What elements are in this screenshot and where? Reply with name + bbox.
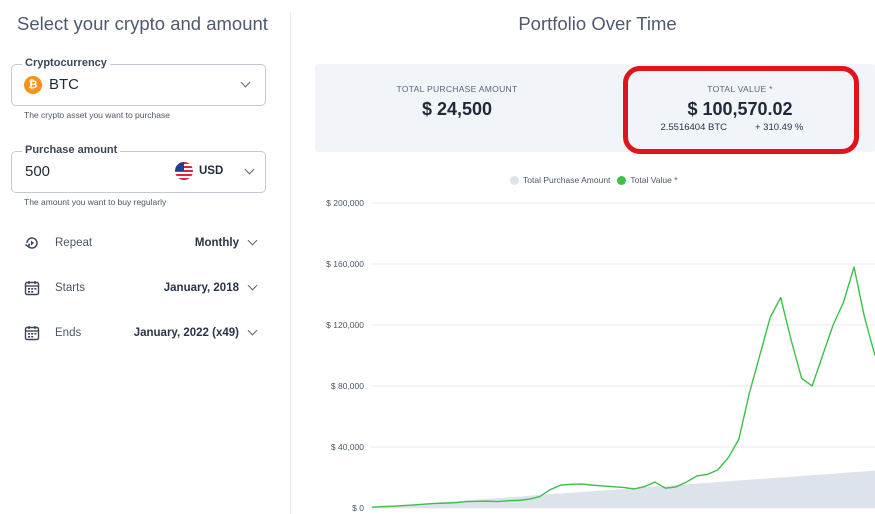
chevron-down-icon[interactable] [247, 280, 258, 291]
legend-label-value: Total Value * [630, 175, 678, 185]
cryptocurrency-value: BTC [49, 76, 79, 93]
starts-option[interactable]: Starts January, 2018 [23, 279, 259, 299]
chevron-down-icon[interactable] [247, 235, 258, 246]
y-tick-label: $ 80,000 [331, 381, 364, 391]
purchase-amount-field: Purchase amount 500 USD [11, 144, 266, 193]
panel-title: Select your crypto and amount [17, 13, 268, 34]
total-value-highlight [623, 66, 859, 154]
chevron-down-icon [240, 77, 251, 88]
purchase-settings-panel: Select your crypto and amount Cryptocurr… [0, 0, 290, 514]
series-area-total-purchase [372, 470, 875, 508]
cryptocurrency-label: Cryptocurrency [22, 57, 110, 69]
y-tick-label: $ 200,000 [326, 198, 364, 208]
ends-label: Ends [55, 327, 82, 339]
chevron-down-icon[interactable] [244, 164, 255, 175]
ends-option[interactable]: Ends January, 2022 (x49) [23, 324, 259, 344]
repeat-label: Repeat [55, 237, 93, 249]
calendar-icon [24, 326, 40, 341]
legend-label-purchase: Total Purchase Amount [523, 175, 611, 185]
bitcoin-icon: ₿ [24, 76, 42, 94]
repeat-icon [25, 237, 38, 249]
total-value-caption: TOTAL VALUE * [707, 84, 773, 94]
chevron-down-icon[interactable] [247, 325, 258, 336]
portfolio-summary: TOTAL PURCHASE AMOUNT $ 24,500 TOTAL VAL… [315, 64, 875, 152]
series-line-total-value [371, 266, 875, 508]
cryptocurrency-select[interactable]: Cryptocurrency ₿ BTC [11, 57, 266, 106]
us-flag-icon [175, 162, 193, 180]
purchase-amount-help: The amount you want to buy regularly [24, 197, 167, 207]
calendar-icon [24, 281, 40, 296]
chart-legend: Total Purchase Amount Total Value * [510, 174, 685, 186]
ends-value[interactable]: January, 2022 (x49) [133, 327, 239, 339]
y-tick-label: $ 0 [352, 503, 364, 513]
legend-item-purchase[interactable]: Total Purchase Amount [510, 175, 610, 185]
repeat-option[interactable]: Repeat Monthly [23, 234, 259, 254]
panel-divider [290, 12, 291, 514]
total-value-amount: $ 100,570.02 [687, 99, 793, 119]
y-tick-label: $ 120,000 [326, 320, 364, 330]
starts-value[interactable]: January, 2018 [163, 282, 239, 294]
chart-title: Portfolio Over Time [518, 13, 677, 34]
legend-dot-purchase [510, 175, 519, 185]
y-tick-label: $ 40,000 [331, 442, 364, 452]
legend-item-value[interactable]: Total Value * [617, 175, 678, 185]
portfolio-chart: $ 200,000 $ 160,000 $ 120,000 $ 80,000 $ 40,… [326, 198, 875, 513]
purchase-amount-label: Purchase amount [22, 144, 121, 156]
total-purchase-caption: TOTAL PURCHASE AMOUNT [396, 84, 518, 94]
cryptocurrency-help: The crypto asset you want to purchase [24, 110, 170, 120]
currency-select[interactable]: USD [199, 165, 224, 177]
total-purchase-value: $ 24,500 [421, 99, 493, 119]
total-value-btc: 2.5516404 BTC [660, 122, 727, 133]
repeat-value[interactable]: Monthly [194, 237, 239, 249]
purchase-amount-input[interactable]: 500 [25, 163, 51, 180]
y-tick-label: $ 160,000 [326, 259, 364, 269]
legend-dot-value [617, 175, 627, 185]
starts-label: Starts [55, 282, 86, 294]
total-value-change: + 310.49 % [755, 122, 804, 133]
